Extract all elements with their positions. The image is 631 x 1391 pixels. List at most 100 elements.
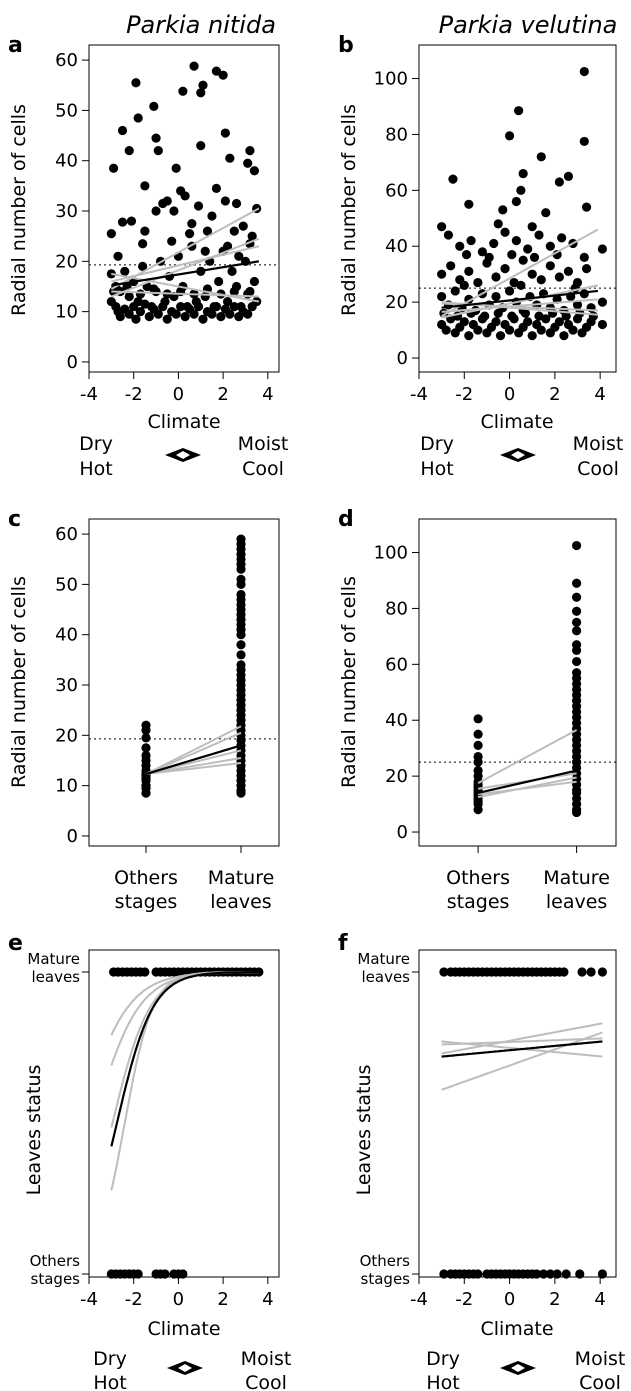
- panel-a-frame: [88, 44, 280, 373]
- data-point: [545, 1269, 555, 1279]
- data-point: [234, 251, 244, 261]
- y-tick-label: 40: [55, 625, 78, 646]
- fit-line-alt: [441, 228, 599, 317]
- climate-annotation-a: Dry Hot Moist Cool: [79, 433, 288, 480]
- data-point: [439, 967, 449, 977]
- xlabel-f: Climate: [480, 1318, 553, 1340]
- data-point: [575, 1269, 585, 1279]
- data-point: [536, 325, 546, 335]
- data-point: [514, 106, 524, 116]
- data-point: [597, 1269, 608, 1279]
- data-point: [577, 967, 587, 977]
- data-point: [538, 1269, 549, 1279]
- data-point: [464, 199, 474, 209]
- data-point: [171, 163, 181, 173]
- data-point: [189, 309, 199, 319]
- x-tick-label: -2: [455, 1289, 473, 1310]
- data-point: [491, 291, 501, 302]
- data-point: [455, 241, 465, 251]
- data-point: [523, 317, 533, 327]
- data-point: [579, 252, 589, 263]
- x-tick-label: 2: [549, 384, 560, 405]
- species-title-nitida: Parkia nitida: [126, 11, 276, 39]
- x-tick-label: -4: [410, 1289, 428, 1310]
- data-point: [507, 250, 517, 260]
- y-tick-label: 20: [385, 292, 408, 313]
- double-arrow-inner-icon: [511, 451, 525, 459]
- annot-dry: Dry: [79, 433, 113, 455]
- xlabel-b: Climate: [480, 411, 553, 433]
- y-tick-label: 10: [55, 302, 78, 323]
- data-point: [439, 1269, 449, 1279]
- y-tick-label: 0: [67, 826, 78, 847]
- data-point: [527, 331, 537, 341]
- data-point: [441, 325, 451, 335]
- data-point: [493, 308, 503, 318]
- data-point: [225, 153, 235, 163]
- x-tick-label: 0: [173, 384, 184, 405]
- data-point: [211, 183, 222, 193]
- data-point: [149, 101, 159, 111]
- data-point: [579, 136, 589, 147]
- data-point: [124, 291, 134, 302]
- data-point: [211, 66, 222, 76]
- climate-annotation-f: Dry Hot Moist Cool: [426, 1348, 625, 1391]
- data-point: [504, 286, 515, 296]
- data-point: [464, 331, 474, 341]
- fit-curve-alt: [110, 971, 259, 1036]
- y-tick-label: 60: [385, 180, 408, 201]
- panel-label-b: b: [338, 33, 354, 58]
- category-label: Mature: [208, 867, 275, 889]
- data-point: [184, 229, 195, 239]
- x-tick-label: 4: [262, 1289, 273, 1310]
- data-point: [220, 128, 230, 138]
- x-tick-label: -2: [125, 1289, 143, 1310]
- data-point: [464, 266, 474, 276]
- ylabel-d: Radial number of cells: [338, 576, 360, 788]
- data-point: [554, 317, 564, 327]
- data-point: [480, 311, 490, 321]
- data-point: [151, 133, 161, 143]
- data-point: [504, 325, 515, 335]
- fit-curve-alt: [441, 1022, 603, 1055]
- annot-hot: Hot: [93, 1372, 126, 1391]
- panel-b-frame: [418, 44, 617, 373]
- y-category-label: leaves: [361, 968, 410, 986]
- category-label: stages: [447, 891, 510, 913]
- data-point: [129, 302, 139, 312]
- data-point: [113, 251, 123, 261]
- y-tick-label: 80: [385, 598, 408, 619]
- fit-line-alt: [111, 272, 260, 303]
- data-point: [586, 967, 596, 977]
- data-point: [545, 261, 555, 271]
- data-point: [124, 146, 134, 156]
- data-point: [133, 1269, 143, 1279]
- data-point: [249, 276, 260, 287]
- data-point: [135, 289, 146, 299]
- panel-d-frame: [418, 518, 617, 847]
- y-category-label: stages: [361, 1270, 411, 1288]
- data-point: [536, 275, 546, 285]
- fit-curve-alt: [110, 971, 259, 1066]
- data-point: [557, 233, 567, 243]
- data-point: [597, 319, 608, 330]
- data-point: [498, 205, 508, 215]
- climate-annotation-e: Dry Hot Moist Cool: [93, 1348, 291, 1391]
- data-point: [245, 146, 255, 156]
- data-point: [518, 255, 528, 265]
- fit-curve-alt: [110, 971, 259, 1128]
- fit-line-alt: [145, 761, 242, 776]
- data-point: [493, 219, 503, 229]
- y-tick-label: 20: [55, 251, 78, 272]
- y-tick-label: 10: [55, 776, 78, 797]
- data-point: [176, 302, 186, 312]
- data-point: [162, 196, 172, 206]
- data-point: [572, 300, 583, 310]
- data-point: [218, 70, 228, 80]
- data-point: [597, 244, 608, 254]
- data-point: [561, 311, 571, 321]
- x-tick-label: 4: [594, 1289, 605, 1310]
- data-point: [473, 1269, 483, 1279]
- x-tick-label: 0: [504, 384, 515, 405]
- data-point: [459, 317, 469, 327]
